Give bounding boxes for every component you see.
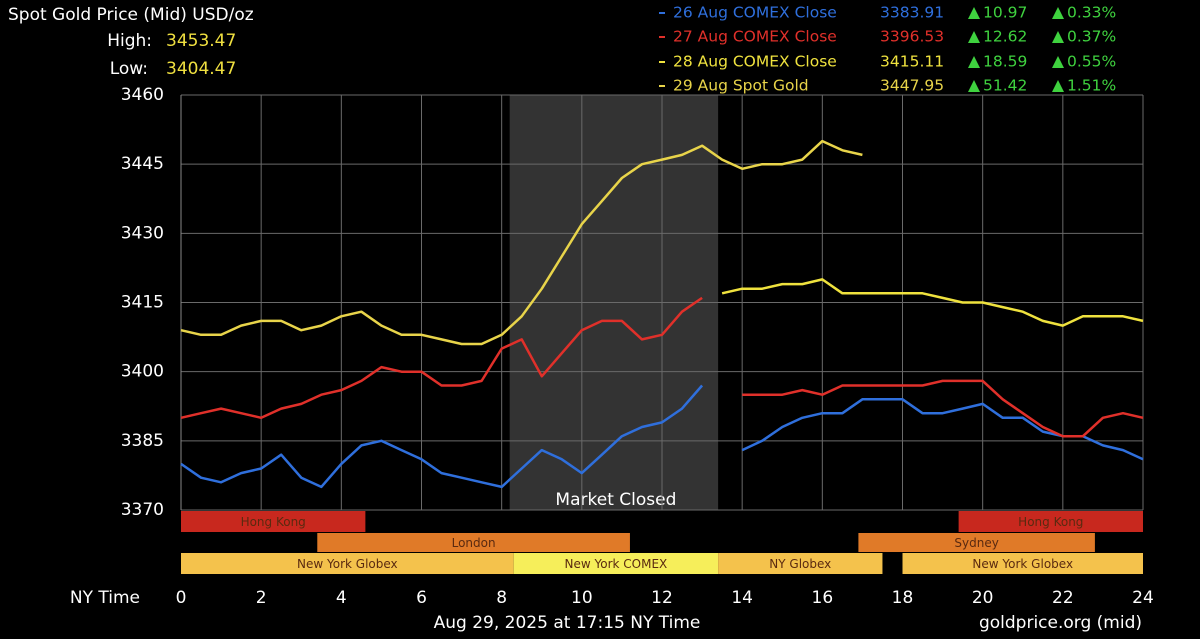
- series-line: [721, 278, 1144, 327]
- x-tick-label: 22: [1052, 588, 1074, 608]
- legend-change-pct: 0.55%: [1067, 53, 1116, 71]
- y-tick-label: 3430: [121, 223, 164, 243]
- session-label: London: [452, 536, 496, 550]
- up-arrow: [968, 80, 980, 92]
- legend-change-pct: 0.37%: [1067, 28, 1116, 46]
- y-tick-label: 3385: [121, 431, 164, 451]
- up-arrow: [1052, 56, 1064, 68]
- footer-date: Aug 29, 2025 at 17:15 NY Time: [434, 613, 701, 633]
- x-tick-label: 12: [651, 588, 673, 608]
- legend-name: 27 Aug COMEX Close: [673, 28, 837, 46]
- legend-change: 12.62: [983, 28, 1027, 46]
- legend-close: 3383.91: [880, 4, 944, 22]
- legend-change: 18.59: [983, 53, 1027, 71]
- session-bar: [317, 533, 630, 552]
- y-tick-label: 3445: [121, 154, 164, 174]
- x-tick-label: 8: [496, 588, 507, 608]
- market-closed-label: Market Closed: [555, 490, 676, 510]
- up-arrow: [968, 56, 980, 68]
- low-label: Low:: [110, 59, 148, 79]
- y-tick-label: 3460: [121, 85, 164, 105]
- x-tick-label: 2: [256, 588, 267, 608]
- legend-change: 51.42: [983, 77, 1027, 95]
- x-axis-title: NY Time: [70, 588, 140, 608]
- x-tick-label: 10: [571, 588, 593, 608]
- x-tick-label: 14: [731, 588, 753, 608]
- session-bar: [513, 553, 719, 574]
- x-tick-label: 20: [972, 588, 994, 608]
- up-arrow: [968, 7, 980, 19]
- series-line: [180, 296, 1144, 438]
- legend-name: 26 Aug COMEX Close: [673, 4, 837, 22]
- legend-name: 28 Aug COMEX Close: [673, 53, 837, 71]
- session-label: New York Globex: [297, 557, 398, 571]
- session-bar: [181, 553, 514, 574]
- chart-title: Spot Gold Price (Mid) USD/oz: [8, 5, 254, 25]
- x-tick-label: 0: [176, 588, 187, 608]
- footer-source: goldprice.org (mid): [979, 613, 1142, 633]
- series-line: [180, 139, 863, 346]
- session-bar: [902, 553, 1143, 574]
- y-tick-label: 3370: [121, 500, 164, 520]
- legend-name: 29 Aug Spot Gold: [673, 77, 809, 95]
- session-bar: [858, 533, 1095, 552]
- session-label: New York COMEX: [565, 557, 668, 571]
- legend-change-pct: 1.51%: [1067, 77, 1116, 95]
- up-arrow: [1052, 7, 1064, 19]
- session-label: Sydney: [954, 536, 998, 550]
- y-tick-label: 3400: [121, 362, 164, 382]
- session-bar: [718, 553, 883, 574]
- session-label: NY Globex: [769, 557, 831, 571]
- high-value: 3453.47: [166, 31, 236, 51]
- x-tick-label: 4: [336, 588, 347, 608]
- legend-change: 10.97: [983, 4, 1027, 22]
- x-tick-label: 24: [1132, 588, 1154, 608]
- up-arrow: [968, 31, 980, 43]
- legend-close: 3415.11: [880, 53, 944, 71]
- session-label: Hong Kong: [241, 515, 306, 529]
- low-value: 3404.47: [166, 59, 236, 79]
- y-tick-label: 3415: [121, 293, 164, 313]
- session-bar: [181, 511, 366, 532]
- legend-change-pct: 0.33%: [1067, 4, 1116, 22]
- session-bar: [958, 511, 1143, 532]
- x-tick-label: 18: [892, 588, 914, 608]
- x-tick-label: 6: [416, 588, 427, 608]
- session-label: Hong Kong: [1018, 515, 1083, 529]
- high-label: High:: [107, 31, 152, 51]
- up-arrow: [1052, 31, 1064, 43]
- legend-close: 3447.95: [880, 77, 944, 95]
- legend-close: 3396.53: [880, 28, 944, 46]
- x-tick-label: 16: [812, 588, 834, 608]
- up-arrow: [1052, 80, 1064, 92]
- session-label: New York Globex: [972, 557, 1073, 571]
